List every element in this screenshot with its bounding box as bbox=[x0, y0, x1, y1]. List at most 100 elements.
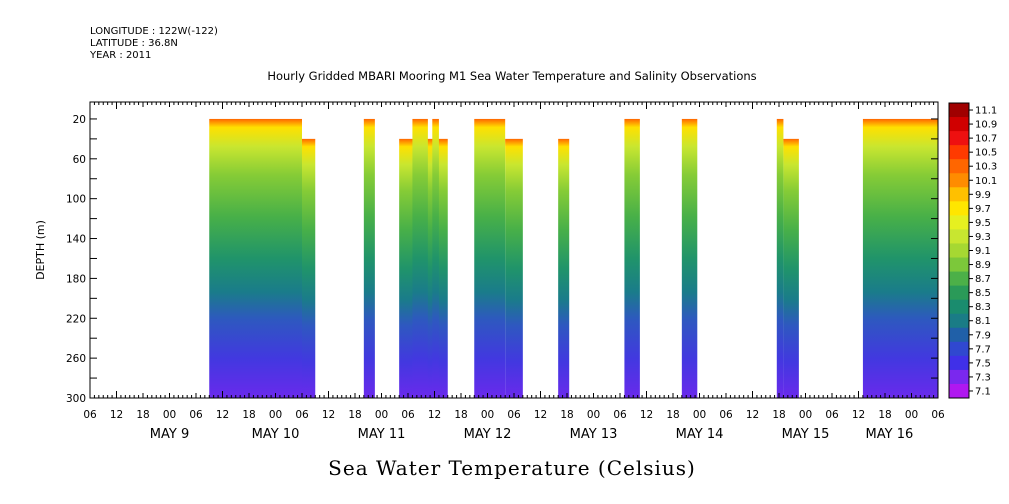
x-day-label: MAY 12 bbox=[464, 427, 512, 442]
colorbar: 11.1 10.9 10.7 10.5 10.3 10.1 9.9 9.7 9.5 9.3 9.1 8… bbox=[948, 102, 997, 399]
x-tick-label: 00 bbox=[481, 409, 494, 421]
colorbar-label: 9.1 bbox=[975, 246, 991, 257]
colorbar-swatch bbox=[949, 257, 969, 273]
x-tick-label: 06 bbox=[189, 409, 203, 421]
x-tick-label: 18 bbox=[878, 409, 891, 421]
colorbar-label: 7.3 bbox=[975, 372, 991, 383]
colorbar-swatch bbox=[949, 173, 969, 188]
chart-title: Hourly Gridded MBARI Mooring M1 Sea Wate… bbox=[267, 69, 756, 83]
x-tick-label: 18 bbox=[772, 409, 785, 421]
footer-caption: Sea Water Temperature (Celsius) bbox=[328, 456, 696, 480]
data-block-1 bbox=[363, 118, 375, 399]
colorbar-label: 9.9 bbox=[975, 190, 991, 201]
colorbar-label: 8.3 bbox=[975, 302, 991, 313]
colorbar-swatch bbox=[949, 271, 969, 287]
data-block-4 bbox=[432, 118, 439, 399]
x-tick-label: 12 bbox=[428, 409, 441, 421]
data-block-6 bbox=[558, 138, 570, 398]
data-block-9 bbox=[776, 118, 784, 399]
y-axis-label: DEPTH (m) bbox=[34, 220, 47, 280]
x-tick-label: 12 bbox=[534, 409, 547, 421]
data-block-7 bbox=[624, 118, 640, 399]
colorbar-swatch bbox=[949, 285, 969, 301]
x-tick-label: 06 bbox=[825, 409, 839, 421]
colorbar-swatch bbox=[949, 187, 969, 202]
colorbar-label: 8.9 bbox=[975, 260, 991, 271]
data-block-8 bbox=[681, 118, 698, 399]
colorbar-swatch bbox=[949, 131, 969, 146]
x-day-label: MAY 11 bbox=[358, 427, 406, 442]
y-tick-label: 260 bbox=[66, 353, 86, 365]
colorbar-label: 7.9 bbox=[975, 330, 991, 341]
x-tick-label: 00 bbox=[799, 409, 812, 421]
x-tick-label: 18 bbox=[666, 409, 679, 421]
x-tick-label: 12 bbox=[216, 409, 229, 421]
x-tick-label: 00 bbox=[587, 409, 600, 421]
y-axis-ticks: 20 60 100 140 180 220 260 300 bbox=[66, 114, 938, 405]
data-block-3 bbox=[412, 118, 428, 399]
x-day-label: MAY 15 bbox=[782, 427, 830, 442]
colorbar-label: 7.7 bbox=[975, 344, 991, 355]
y-tick-label: 180 bbox=[66, 273, 86, 285]
x-tick-label: 12 bbox=[110, 409, 123, 421]
y-tick-label: 300 bbox=[66, 393, 86, 405]
x-tick-label: 18 bbox=[242, 409, 255, 421]
data-block-11 bbox=[862, 118, 938, 399]
x-day-label: MAY 10 bbox=[252, 427, 300, 442]
colorbar-label: 10.7 bbox=[975, 134, 997, 145]
x-tick-label: 06 bbox=[719, 409, 733, 421]
x-tick-label: 06 bbox=[931, 409, 945, 421]
colorbar-label: 10.5 bbox=[975, 148, 997, 159]
y-tick-label: 140 bbox=[66, 234, 86, 246]
x-day-label: MAY 14 bbox=[676, 427, 724, 442]
longitude-label: LONGITUDE : 122W(-122) bbox=[90, 26, 218, 37]
colorbar-label: 8.7 bbox=[975, 274, 991, 285]
x-tick-label: 00 bbox=[375, 409, 388, 421]
colorbar-swatch bbox=[949, 313, 969, 329]
x-tick-label: 00 bbox=[163, 409, 176, 421]
y-tick-label: 60 bbox=[73, 154, 86, 166]
x-tick-label: 18 bbox=[560, 409, 573, 421]
data-block-10 bbox=[783, 138, 799, 398]
colorbar-swatch bbox=[949, 103, 969, 118]
colorbar-swatch bbox=[949, 145, 969, 160]
x-tick-label: 00 bbox=[269, 409, 282, 421]
data-blocks bbox=[209, 118, 938, 399]
x-day-label: MAY 16 bbox=[866, 427, 914, 442]
colorbar-label: 9.3 bbox=[975, 232, 991, 243]
data-block-0 bbox=[209, 118, 302, 399]
colorbar-label: 8.5 bbox=[975, 288, 991, 299]
y-tick-label: 20 bbox=[73, 114, 86, 126]
x-tick-label: 12 bbox=[322, 409, 335, 421]
x-day-label: MAY 13 bbox=[570, 427, 618, 442]
x-tick-label: 12 bbox=[640, 409, 653, 421]
colorbar-swatch bbox=[949, 159, 969, 174]
x-tick-label: 18 bbox=[454, 409, 467, 421]
x-tick-label: 06 bbox=[295, 409, 309, 421]
data-block-0-b bbox=[302, 138, 316, 398]
colorbar-label: 8.1 bbox=[975, 316, 991, 327]
colorbar-swatch bbox=[949, 369, 969, 385]
year-label: YEAR : 2011 bbox=[89, 50, 151, 61]
x-tick-label: 18 bbox=[348, 409, 361, 421]
x-tick-label: 12 bbox=[746, 409, 759, 421]
x-tick-label: 18 bbox=[136, 409, 149, 421]
y-tick-label: 220 bbox=[66, 313, 86, 325]
x-tick-label: 06 bbox=[83, 409, 97, 421]
colorbar-swatch bbox=[949, 383, 969, 399]
x-tick-label: 06 bbox=[613, 409, 627, 421]
x-tick-label: 12 bbox=[852, 409, 865, 421]
latitude-label: LATITUDE : 36.8N bbox=[90, 38, 178, 49]
x-tick-label: 00 bbox=[905, 409, 918, 421]
colorbar-label: 7.5 bbox=[975, 358, 991, 369]
colorbar-label: 9.7 bbox=[975, 204, 991, 215]
x-tick-label: 06 bbox=[507, 409, 521, 421]
colorbar-swatch bbox=[949, 341, 969, 357]
colorbar-swatch bbox=[949, 117, 969, 132]
x-tick-label: 00 bbox=[693, 409, 706, 421]
data-block-5 bbox=[474, 118, 506, 399]
x-axis-ticks: 06 12 18 00 06 12 18 00 06 12 18 00 06 12 18 00 06 12 18 00… bbox=[83, 102, 945, 442]
colorbar-label: 9.5 bbox=[975, 218, 991, 229]
x-day-label: MAY 9 bbox=[150, 427, 189, 442]
